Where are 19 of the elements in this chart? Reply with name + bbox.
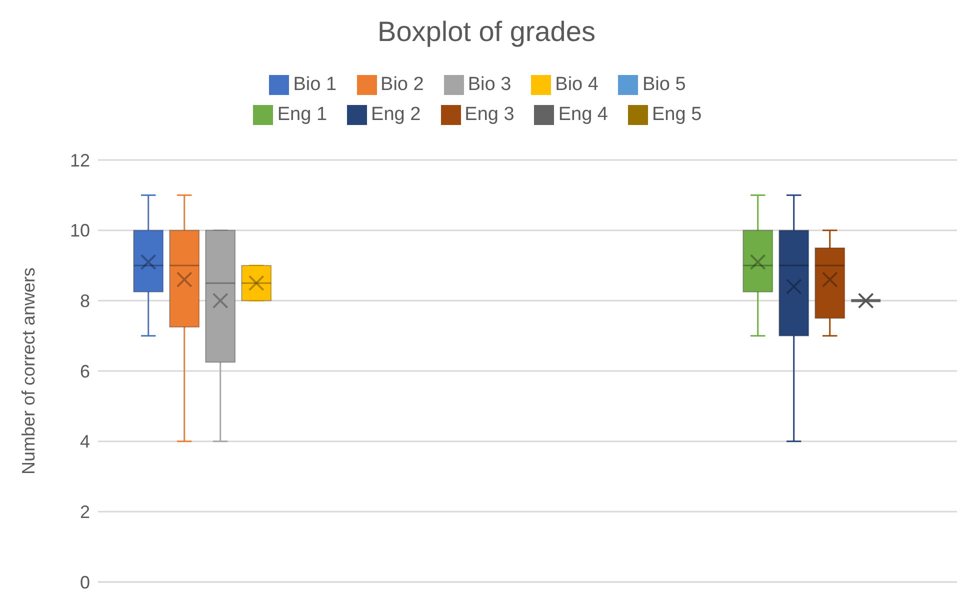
y-tick-label: 10 — [70, 220, 90, 241]
y-tick-label: 8 — [80, 291, 90, 312]
legend-label: Bio 1 — [293, 74, 337, 95]
legend-label: Bio 3 — [468, 74, 512, 95]
legend-label: Bio 5 — [642, 74, 686, 95]
y-tick-label: 12 — [70, 150, 90, 170]
legend-label: Eng 4 — [558, 104, 608, 125]
y-axis-title: Number of correct anwers — [18, 267, 38, 475]
chart-title: Boxplot of grades — [376, 16, 596, 49]
legend-label: Bio 2 — [380, 74, 424, 95]
legend-label: Eng 2 — [371, 104, 421, 125]
legend-label: Eng 5 — [652, 104, 702, 125]
y-tick-label: 4 — [80, 432, 90, 452]
legend-label: Eng 1 — [277, 104, 328, 125]
y-tick-label: 6 — [80, 361, 90, 382]
legend-label: Bio 4 — [555, 74, 598, 95]
y-tick-label: 0 — [80, 572, 90, 592]
y-tick-label: 2 — [80, 502, 90, 522]
legend-label: Eng 3 — [464, 104, 514, 125]
